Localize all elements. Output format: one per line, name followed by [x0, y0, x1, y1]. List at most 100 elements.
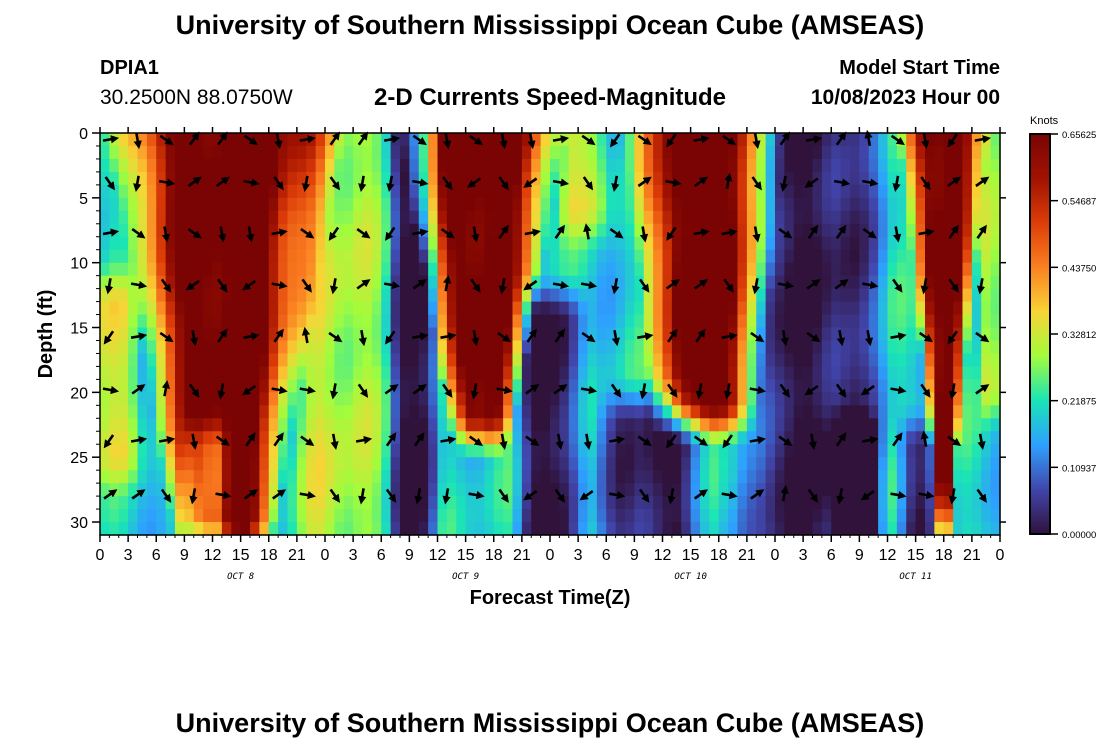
heatmap-cell	[240, 431, 251, 445]
heatmap-cell	[109, 405, 120, 419]
current-arrow	[243, 332, 260, 341]
heatmap-cell	[325, 262, 335, 277]
heatmap-cell	[353, 184, 364, 199]
heatmap-cell	[615, 418, 626, 432]
heatmap-cell	[728, 366, 739, 380]
heatmap-cell	[990, 301, 1001, 316]
heatmap-cell	[587, 353, 598, 368]
heatmap-cell	[409, 483, 420, 497]
heatmap-cell	[831, 262, 842, 277]
heatmap-cell	[746, 431, 757, 445]
heatmap-cell	[812, 444, 823, 458]
heatmap-cell	[296, 522, 307, 536]
heatmap-cell	[156, 275, 167, 290]
heatmap-cell	[821, 133, 832, 147]
heatmap-cell	[128, 392, 139, 406]
heatmap-cell	[559, 210, 570, 225]
heatmap-cell	[371, 158, 382, 173]
day-label: OCT 8	[227, 572, 254, 582]
heatmap-cell	[578, 249, 589, 264]
heatmap-cell	[343, 457, 354, 471]
heatmap-cell	[146, 314, 157, 329]
heatmap-cell	[831, 470, 842, 484]
heatmap-cell	[568, 223, 579, 238]
heatmap-cell	[756, 145, 767, 160]
heatmap-cell	[568, 327, 579, 342]
heatmap-cell	[221, 366, 232, 380]
heatmap-cell	[775, 249, 785, 264]
heatmap-cell	[596, 171, 607, 186]
heatmap-cell	[690, 418, 701, 432]
heatmap-cell	[850, 275, 860, 290]
heatmap-cell	[887, 210, 898, 225]
heatmap-cell	[175, 457, 185, 471]
heatmap-cell	[681, 379, 692, 393]
heatmap-cell	[943, 288, 954, 303]
heatmap-cell	[221, 210, 232, 225]
heatmap-cell	[231, 483, 242, 497]
heatmap-cell	[878, 314, 889, 329]
heatmap-cell	[203, 470, 214, 484]
heatmap-cell	[971, 223, 982, 238]
heatmap-cell	[625, 483, 635, 497]
heatmap-cell	[887, 288, 898, 303]
heatmap-cell	[765, 340, 776, 355]
heatmap-cell	[315, 249, 326, 264]
current-arrow	[466, 177, 482, 188]
heatmap-cell	[100, 184, 110, 199]
heatmap-cell	[775, 236, 785, 251]
heatmap-cell	[728, 158, 739, 173]
heatmap-cell	[690, 483, 701, 497]
heatmap-cell	[962, 327, 973, 342]
heatmap-cell	[821, 301, 832, 316]
heatmap-cell	[278, 418, 289, 432]
heatmap-cell	[381, 145, 392, 160]
heatmap-cell	[971, 483, 982, 497]
heatmap-cell	[259, 171, 270, 186]
heatmap-cell	[353, 288, 364, 303]
heatmap-cell	[831, 379, 842, 393]
heatmap-cell	[971, 418, 982, 432]
heatmap-cell	[418, 470, 429, 484]
heatmap-cell	[587, 340, 598, 355]
current-arrow	[779, 175, 789, 192]
heatmap-cell	[156, 158, 167, 173]
heatmap-cell	[428, 444, 439, 458]
heatmap-cell	[746, 444, 757, 458]
heatmap-cell	[962, 275, 973, 290]
heatmap-cell	[109, 262, 120, 277]
heatmap-cell	[400, 366, 410, 380]
heatmap-cell	[850, 392, 860, 406]
heatmap-cell	[146, 262, 157, 277]
heatmap-cell	[362, 431, 373, 445]
heatmap-cell	[156, 379, 167, 393]
heatmap-cell	[625, 418, 635, 432]
heatmap-cell	[212, 133, 223, 147]
heatmap-cell	[456, 158, 467, 173]
current-arrow	[471, 329, 480, 347]
heatmap-cell	[559, 418, 570, 432]
current-arrow	[525, 435, 540, 447]
current-arrow	[553, 384, 568, 395]
heatmap-cell	[765, 158, 776, 173]
current-arrow	[412, 332, 429, 341]
heatmap-cell	[137, 158, 148, 173]
heatmap-cell	[859, 340, 870, 355]
heatmap-cell	[175, 249, 185, 264]
heatmap-cell	[850, 431, 860, 445]
heatmap-cell	[596, 470, 607, 484]
heatmap-cell	[259, 133, 270, 147]
heatmap-cell	[371, 236, 382, 251]
current-arrow	[948, 383, 957, 400]
heatmap-cell	[109, 353, 120, 368]
heatmap-cell	[896, 301, 907, 316]
current-arrow	[130, 435, 148, 445]
heatmap-cell	[868, 288, 879, 303]
heatmap-cell	[137, 405, 148, 419]
heatmap-cell	[559, 158, 570, 173]
heatmap-cell	[934, 379, 945, 393]
heatmap-cell	[709, 275, 720, 290]
heatmap-cell	[212, 340, 223, 355]
heatmap-cell	[353, 418, 364, 432]
heatmap-cell	[146, 444, 157, 458]
